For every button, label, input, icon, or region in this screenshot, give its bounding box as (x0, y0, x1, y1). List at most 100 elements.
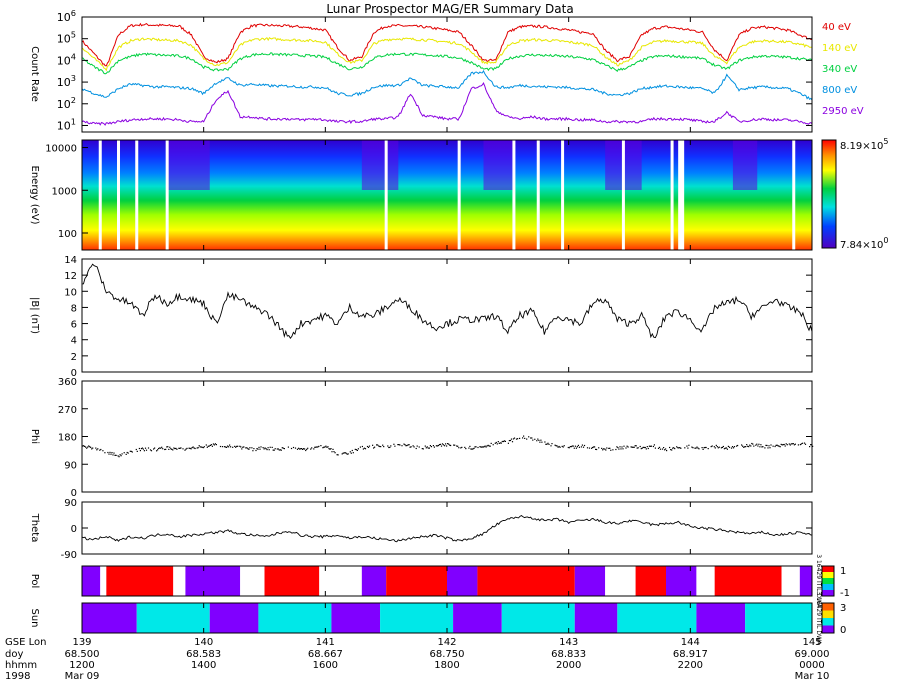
phi-point (111, 452, 113, 454)
phi-point (345, 452, 347, 454)
phi-point (263, 448, 265, 450)
phi-point (507, 442, 509, 444)
phi-point (541, 441, 543, 443)
phi-point (429, 445, 431, 447)
phi-point (598, 447, 600, 449)
phi-point (445, 443, 447, 445)
phi-point (767, 447, 769, 449)
phi-point (363, 447, 366, 449)
pol-segment (173, 566, 186, 596)
phi-point (534, 438, 536, 440)
phi-point (588, 447, 591, 449)
phi-point (747, 445, 749, 447)
phi-point (246, 447, 248, 449)
phi-point (349, 451, 351, 453)
phi-point (125, 453, 127, 455)
phi-point (458, 447, 460, 449)
phi-point (592, 446, 594, 449)
phi-point (354, 448, 356, 450)
phi-point (90, 446, 92, 448)
phi-point (398, 444, 400, 446)
phi-point (239, 445, 241, 447)
phi-point (323, 446, 325, 448)
phi-point (108, 453, 110, 455)
phi-point (473, 447, 475, 449)
b_magnitude-line (81, 263, 813, 339)
sun-segment (574, 603, 618, 633)
phi-point (149, 449, 152, 451)
phi-point (794, 443, 796, 445)
phi-point (298, 447, 300, 449)
spectrogram-gap (536, 140, 540, 250)
phi-point (107, 451, 109, 454)
pol-segment (106, 566, 174, 596)
phi-point (186, 447, 188, 449)
phi-point (424, 445, 426, 447)
pol-side-label: 3 16429 ITIL DWA (815, 554, 822, 608)
sun-colorbar (822, 603, 834, 611)
spectrogram-gap (384, 140, 388, 250)
phi-point (115, 454, 117, 456)
phi-point (119, 454, 121, 456)
phi-point (110, 453, 112, 455)
phi-point (343, 452, 345, 454)
phi-point (456, 445, 458, 447)
theta-ytick-label: 90 (64, 498, 77, 509)
phi-point (211, 445, 213, 447)
phi-point (610, 449, 612, 451)
count-rate-ytick-label: 102 (57, 95, 76, 111)
phi-point (650, 445, 652, 447)
phi-point (746, 444, 748, 446)
phi-point (252, 450, 254, 452)
phi-point (241, 448, 243, 450)
phi-point (382, 444, 384, 446)
phi-point (296, 448, 299, 450)
phi-point (500, 442, 502, 444)
phi-point (545, 443, 547, 445)
phi-point (453, 444, 455, 446)
phi-point (490, 442, 492, 444)
phi-point (679, 447, 681, 449)
phi-point (450, 444, 452, 447)
phi-point (237, 445, 239, 447)
phi-point (292, 446, 295, 449)
phi-point (135, 448, 137, 451)
count-rate-line-4 (81, 82, 813, 126)
phi-point (120, 455, 122, 457)
phi-point (161, 446, 163, 448)
phi-point (197, 447, 199, 449)
phi-point (677, 447, 679, 449)
phi-point (604, 448, 606, 450)
xaxis-doy: 141 (316, 637, 335, 648)
phi-point (96, 449, 98, 451)
phi-point (688, 444, 690, 446)
phi-point (304, 448, 306, 450)
phi-point (510, 438, 513, 440)
phi-point (327, 446, 329, 448)
phi-point (436, 445, 439, 447)
phi-point (313, 448, 315, 450)
phi-point (760, 444, 762, 446)
phi-point (741, 444, 743, 446)
phi-point (374, 446, 376, 448)
phi-point (713, 446, 715, 448)
sun-segment (501, 603, 575, 633)
phi-point (205, 444, 207, 446)
pol-colorbar (822, 584, 834, 590)
phi-point (143, 450, 145, 452)
phi-point (235, 446, 237, 448)
phi-point (144, 447, 147, 449)
phi-point (753, 445, 755, 447)
legend-4: 2950 eV (822, 106, 864, 117)
b_magnitude-ytick-label: 0 (71, 368, 77, 379)
phi-point (92, 447, 94, 449)
phi-point (171, 448, 173, 450)
sun-segment (617, 603, 697, 633)
phi-point (680, 447, 682, 449)
phi-point (422, 448, 424, 450)
phi-point (561, 445, 563, 447)
phi-point (117, 455, 119, 457)
phi-point (616, 446, 618, 448)
phi-point (810, 444, 812, 446)
xaxis-doy: 139 (72, 637, 91, 648)
